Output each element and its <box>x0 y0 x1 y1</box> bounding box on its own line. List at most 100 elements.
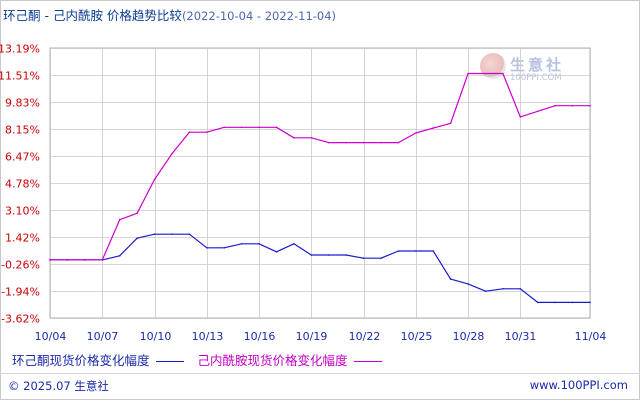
series-1-point <box>415 250 417 252</box>
series-2-point <box>484 72 487 75</box>
x-tick-label: 10/22 <box>349 330 381 343</box>
series-1-point <box>484 290 487 293</box>
series-2-point <box>118 218 121 221</box>
series-1-point <box>275 251 278 253</box>
series-2-point <box>66 259 69 261</box>
series-2-point <box>345 141 347 144</box>
legend-series2-swatch <box>353 361 382 362</box>
series-2-point <box>467 72 469 75</box>
series-1-point <box>536 301 539 304</box>
series-2-point <box>571 104 574 107</box>
watermark-url: 100PPI.COM <box>510 73 562 83</box>
series-1-point <box>345 254 347 256</box>
series-1-point <box>327 254 330 256</box>
legend-series1-swatch <box>155 361 184 362</box>
x-tick-label: 10/10 <box>140 330 172 343</box>
series-1-point <box>502 288 504 290</box>
y-tick-label: -3.62% <box>1 313 40 326</box>
legend-series2-label: 己内酰胺现货价格变化幅度 <box>197 353 348 368</box>
y-tick-label: 11.51% <box>0 70 40 83</box>
series-1-point <box>432 250 435 252</box>
series-1-point <box>589 301 591 304</box>
series-1-point <box>380 257 382 260</box>
series-2-point <box>101 259 104 261</box>
x-tick-label: 11/04 <box>575 330 607 343</box>
series-2-point <box>415 132 417 134</box>
series-1-point <box>118 255 121 257</box>
series-2-point <box>206 131 208 133</box>
y-tick-label: -1.94% <box>1 286 40 299</box>
series-1-point <box>153 233 156 235</box>
y-tick-label: 3.10% <box>5 205 40 218</box>
series-2-point <box>502 72 504 75</box>
series-2-point <box>49 259 51 261</box>
chart-date-range: (2022-10-04 - 2022-11-04) <box>181 9 337 23</box>
series-1-point <box>571 301 574 304</box>
series-line-2 <box>50 72 590 261</box>
chart-legend: 环己酮现货价格变化幅度 己内酰胺现货价格变化幅度 <box>12 350 390 369</box>
series-2-point <box>171 153 173 155</box>
series-2-point <box>223 126 225 129</box>
chart-title-text: 环己酮 - 己内酰胺 价格趋势比较 <box>3 8 182 23</box>
watermark-logo: 生意社 100PPI.COM <box>480 53 580 87</box>
series-2-point <box>310 137 313 139</box>
series-2-point <box>380 141 382 144</box>
series-2-point <box>432 127 435 129</box>
x-tick-label: 10/19 <box>296 330 328 343</box>
series-2-point <box>275 126 278 129</box>
series-1-point <box>258 243 260 245</box>
series-1-point <box>397 250 400 252</box>
series-1-point <box>171 233 173 235</box>
series-2-point <box>536 110 539 113</box>
series-1-point <box>467 283 469 285</box>
series-2-point <box>293 137 295 139</box>
series-2-point <box>554 104 556 107</box>
y-tick-label: 4.78% <box>5 178 40 191</box>
x-tick-label: 10/28 <box>453 330 485 343</box>
series-2-point <box>519 116 522 118</box>
watermark-emblem-icon <box>480 53 506 79</box>
series-2-point <box>258 126 260 129</box>
series-2-point <box>240 126 243 129</box>
series-1-point <box>519 288 522 290</box>
series-1-point <box>362 257 365 260</box>
y-tick-label: 1.42% <box>5 232 40 245</box>
y-tick-label: 8.15% <box>5 124 40 137</box>
legend-series1-label: 环己酮现货价格变化幅度 <box>12 353 150 368</box>
series-2-point <box>153 178 156 181</box>
series-2-point <box>449 122 452 125</box>
footer-copyright: © 2025.07 生意社 <box>8 379 109 393</box>
x-tick-label: 10/31 <box>505 330 537 343</box>
footer-divider <box>0 373 640 374</box>
series-line-1 <box>50 233 590 303</box>
chart-title: 环己酮 - 己内酰胺 价格趋势比较(2022-10-04 - 2022-11-0… <box>3 5 336 24</box>
x-tick-label: 10/07 <box>87 330 119 343</box>
series-1-point <box>293 243 295 245</box>
series-1-point <box>310 254 313 256</box>
series-2-point <box>188 131 191 133</box>
series-1-point <box>554 301 556 304</box>
series-2-point <box>362 141 365 144</box>
series-1-point <box>206 247 208 249</box>
y-tick-label: 13.19% <box>0 43 40 56</box>
x-tick-label: 10/13 <box>192 330 224 343</box>
footer-site-link[interactable]: www.100PPI.com <box>529 378 628 392</box>
series-2-point <box>136 212 138 215</box>
x-tick-label: 10/25 <box>401 330 433 343</box>
y-tick-label: 9.83% <box>5 97 40 110</box>
series-2-point <box>84 259 86 261</box>
series-2-point <box>589 104 591 107</box>
series-2-point <box>397 141 400 144</box>
series-2-point <box>327 141 330 144</box>
series-1-point <box>136 237 138 239</box>
series-1-point <box>223 247 225 249</box>
series-1-point <box>240 243 243 245</box>
plot-area-border <box>49 47 591 319</box>
series-1-point <box>449 278 452 280</box>
watermark-name: 生意社 <box>510 56 565 74</box>
x-tick-label: 10/04 <box>35 330 67 343</box>
y-tick-label: -0.26% <box>1 259 40 272</box>
y-tick-label: 6.47% <box>5 151 40 164</box>
series-1-point <box>188 233 191 235</box>
